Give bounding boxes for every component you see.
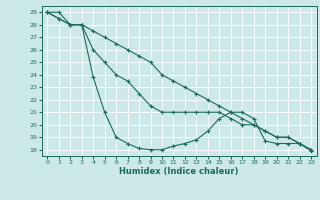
X-axis label: Humidex (Indice chaleur): Humidex (Indice chaleur) (119, 167, 239, 176)
